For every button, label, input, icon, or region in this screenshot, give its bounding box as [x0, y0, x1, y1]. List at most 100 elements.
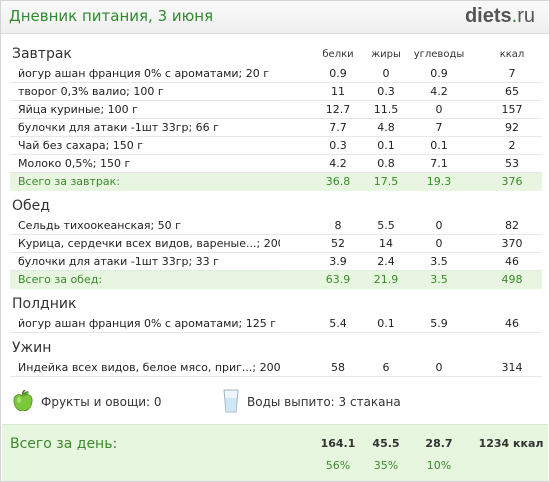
food-entry-row[interactable]: творог 0,3% валио; 100 г 11 0.3 4.2 65	[10, 83, 542, 101]
meal-total-row: Всего за завтрак: 36.8 17.5 19.3 376	[10, 173, 542, 191]
food-entry-row[interactable]: Сельдь тихоокеанская; 50 г 8 5.5 0 82	[10, 217, 542, 235]
food-entry-protein: 8	[334, 219, 342, 232]
day-total-kcal: 1234 ккал	[478, 437, 544, 450]
food-entry-fat: 6	[382, 361, 390, 374]
meals-table: Завтрак белки жиры углеводы ккал йогур ашан ф…	[10, 45, 542, 383]
food-entry-carbs: 0	[435, 361, 443, 374]
food-entry-protein: 4.2	[329, 157, 347, 170]
food-entry-fat: 11.5	[373, 103, 399, 116]
logo-tld: ru	[517, 5, 535, 27]
water-glass-icon	[223, 389, 239, 413]
logo-main: diets	[464, 5, 512, 27]
fruits-vegetables-label: Фрукты и овощи: 0	[41, 395, 162, 409]
site-logo[interactable]: diets.ru	[465, 5, 535, 28]
food-entry-protein: 3.9	[329, 255, 347, 268]
food-entry-kcal: 65	[505, 85, 519, 98]
food-entry-name[interactable]: булочки для атаки -1шт 33гр; 33 г	[10, 253, 280, 271]
food-entry-row[interactable]: Курица, сердечки всех видов, вареные...;…	[10, 235, 542, 253]
food-entry-name[interactable]: булочки для атаки -1шт 33гр; 66 г	[10, 119, 280, 137]
column-header-carbs: углеводы	[413, 49, 465, 60]
meal-total-label: Всего за завтрак:	[18, 175, 121, 188]
food-entry-fat: 0.3	[377, 85, 395, 98]
day-total-protein: 164.1	[320, 437, 356, 450]
meal-section-header: Ужин	[10, 339, 542, 359]
food-entry-fat: 2.4	[377, 255, 395, 268]
meal-section-title: Обед	[12, 198, 50, 214]
food-entry-row[interactable]: булочки для атаки -1шт 33гр; 66 г 7.7 4.8 7…	[10, 119, 542, 137]
food-entry-kcal: 7	[508, 67, 516, 80]
food-entry-row[interactable]: Яйца куриные; 100 г 12.7 11.5 0 157	[10, 101, 542, 119]
day-total-fat: 45.5	[372, 437, 400, 450]
day-protein-percent: 56%	[325, 459, 351, 472]
logo-dot: .	[511, 5, 518, 27]
column-header-protein: белки	[322, 49, 354, 60]
food-entry-kcal: 92	[505, 121, 519, 134]
food-entry-fat: 0.1	[377, 317, 395, 330]
food-entry-row[interactable]: Молоко 0,5%; 150 г 4.2 0.8 7.1 53	[10, 155, 542, 173]
food-entry-carbs: 5.9	[430, 317, 448, 330]
food-entry-kcal: 46	[505, 317, 519, 330]
food-entry-fat: 0.1	[377, 139, 395, 152]
food-entry-row[interactable]: йогур ашан франция 0% с ароматами; 20 г 0…	[10, 65, 542, 83]
meal-section-title: Завтрак	[12, 46, 72, 62]
food-entry-name[interactable]: Чай без сахара; 150 г	[10, 137, 280, 155]
meal-section-title: Ужин	[12, 340, 52, 356]
meal-section-header: Полдник	[10, 295, 542, 315]
food-entry-name[interactable]: Яйца куриные; 100 г	[10, 101, 280, 119]
food-entry-row[interactable]: Индейка всех видов, белое мясо, приг...;…	[10, 359, 542, 377]
meal-total-carbs: 3.5	[430, 273, 448, 286]
meal-total-kcal: 376	[501, 175, 523, 188]
food-entry-row[interactable]: йогур ашан франция 0% с ароматами; 125 г…	[10, 315, 542, 333]
day-fat-percent: 35%	[373, 459, 399, 472]
food-entry-kcal: 314	[501, 361, 523, 374]
food-entry-protein: 0.3	[329, 139, 347, 152]
food-entry-kcal: 2	[508, 139, 516, 152]
meal-total-fat: 21.9	[373, 273, 399, 286]
food-entry-protein: 11	[331, 85, 345, 98]
food-entry-carbs: 0	[435, 237, 443, 250]
diary-title: Дневник питания, 3 июня	[9, 7, 214, 25]
food-entry-name[interactable]: Индейка всех видов, белое мясо, приг...;…	[10, 359, 280, 377]
food-entry-name[interactable]: йогур ашан франция 0% с ароматами; 125 г	[10, 315, 280, 333]
meal-total-protein: 63.9	[325, 273, 351, 286]
food-entry-carbs: 7	[435, 121, 443, 134]
food-entry-carbs: 3.5	[430, 255, 448, 268]
day-total-carbs: 28.7	[425, 437, 453, 450]
food-entry-name[interactable]: творог 0,3% валио; 100 г	[10, 83, 280, 101]
food-entry-name[interactable]: Молоко 0,5%; 150 г	[10, 155, 280, 173]
meal-total-protein: 36.8	[325, 175, 351, 188]
meal-section-header: Завтрак белки жиры углеводы ккал	[10, 45, 542, 65]
food-entry-name[interactable]: Курица, сердечки всех видов, вареные...;…	[10, 235, 280, 253]
food-entry-carbs: 0.1	[430, 139, 448, 152]
food-entry-row[interactable]: Чай без сахара; 150 г 0.3 0.1 0.1 2	[10, 137, 542, 155]
food-entry-fat: 0	[382, 67, 390, 80]
food-entry-fat: 4.8	[377, 121, 395, 134]
food-entry-carbs: 0	[435, 103, 443, 116]
food-entry-carbs: 0	[435, 219, 443, 232]
meal-total-kcal: 498	[501, 273, 523, 286]
food-entry-name[interactable]: йогур ашан франция 0% с ароматами; 20 г	[10, 65, 280, 83]
food-entry-protein: 12.7	[325, 103, 351, 116]
food-entry-protein: 58	[331, 361, 345, 374]
meal-section-header: Обед	[10, 197, 542, 217]
water-drunk-label: Воды выпито: 3 стакана	[247, 395, 401, 409]
food-entry-kcal: 82	[505, 219, 519, 232]
food-entry-kcal: 157	[501, 103, 523, 116]
day-total-label: Всего за день:	[10, 436, 118, 452]
food-entry-kcal: 53	[505, 157, 519, 170]
food-entry-kcal: 46	[505, 255, 519, 268]
section-spacer	[10, 377, 542, 383]
meal-section-title: Полдник	[12, 296, 77, 312]
food-entry-row[interactable]: булочки для атаки -1шт 33гр; 33 г 3.9 2.4 3…	[10, 253, 542, 271]
food-entry-protein: 0.9	[329, 67, 347, 80]
food-entry-fat: 0.8	[377, 157, 395, 170]
food-entry-kcal: 370	[501, 237, 523, 250]
meal-total-label: Всего за обед:	[18, 273, 103, 286]
food-entry-protein: 7.7	[329, 121, 347, 134]
day-total-box: Всего за день: 164.1 45.5 28.7 1234 ккал…	[2, 424, 548, 481]
food-entry-name[interactable]: Сельдь тихоокеанская; 50 г	[10, 217, 280, 235]
widget-header: Дневник питания, 3 июня diets.ru	[1, 1, 549, 34]
food-entry-protein: 52	[331, 237, 345, 250]
meal-total-fat: 17.5	[373, 175, 399, 188]
